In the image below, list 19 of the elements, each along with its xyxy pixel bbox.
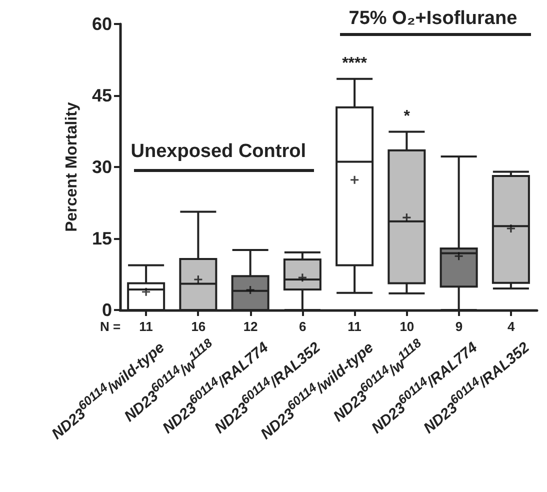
y-tick-label: 0: [102, 300, 112, 320]
text: 16: [191, 319, 206, 334]
text: 10: [400, 319, 414, 334]
text: 4: [507, 319, 515, 334]
y-axis-title: Percent Mortality: [64, 102, 80, 232]
text: 12: [243, 319, 258, 334]
y-tick-label: 15: [92, 228, 112, 248]
text: 11: [348, 319, 362, 334]
text: N =: [100, 319, 121, 334]
y-tick-label: 45: [92, 86, 112, 106]
annotation: 75% O₂+Isoflurane: [348, 8, 518, 30]
annotation: Unexposed Control: [130, 141, 306, 163]
annotation: *: [404, 108, 410, 126]
text: 11: [139, 319, 153, 334]
text: 6: [298, 319, 306, 334]
text: 9: [455, 319, 463, 334]
annotation: ****: [342, 54, 367, 73]
y-tick-label: 60: [92, 14, 112, 34]
y-tick-label: 30: [92, 157, 112, 177]
